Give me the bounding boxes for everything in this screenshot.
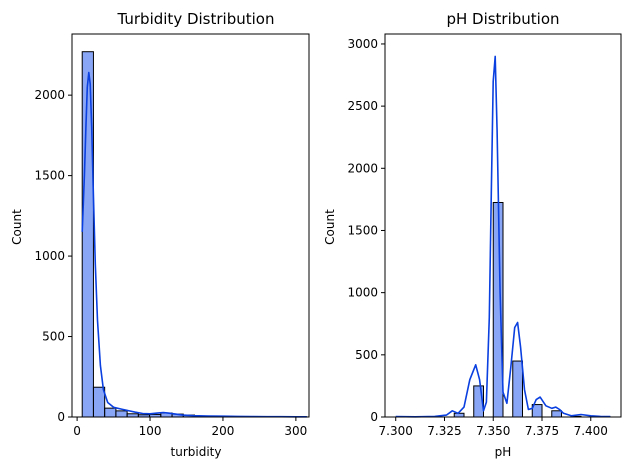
turbidity-x-axis-label: turbidity <box>171 445 222 459</box>
turbidity-y-tick-label: 1500 <box>34 169 65 183</box>
ph-y-axis-label: Count <box>323 209 337 245</box>
ph-plot-frame <box>384 33 622 418</box>
ph-histogram-bar <box>551 410 563 418</box>
ph-histogram-bar <box>492 201 504 418</box>
turbidity-y-tick-label: 0 <box>57 410 65 424</box>
turbidity-x-tick-label: 200 <box>211 424 234 438</box>
turbidity-x-tick-label: 100 <box>139 424 162 438</box>
turbidity-x-ticks: 0 100 200 300 <box>73 417 307 438</box>
ph-y-tick-label: 2000 <box>347 161 378 175</box>
ph-x-tick-label: 7.400 <box>574 424 608 438</box>
ph-y-tick-label: 1500 <box>347 223 378 237</box>
turbidity-subplot: Turbidity Distribution turbidity Count 0… <box>10 10 310 459</box>
ph-y-tick-label: 500 <box>355 348 378 362</box>
ph-y-tick-label: 3000 <box>347 37 378 51</box>
ph-y-tick-label: 0 <box>370 410 378 424</box>
turbidity-y-tick-label: 2000 <box>34 88 65 102</box>
turbidity-histogram-bar <box>115 410 128 418</box>
turbidity-x-tick-label: 0 <box>73 424 81 438</box>
turbidity-kde-line <box>81 71 307 418</box>
ph-x-tick-label: 7.350 <box>476 424 510 438</box>
ph-y-tick-label: 2500 <box>347 99 378 113</box>
turbidity-x-tick-label: 300 <box>284 424 307 438</box>
ph-x-tick-label: 7.375 <box>525 424 559 438</box>
turbidity-plot-frame <box>71 33 310 418</box>
turbidity-histogram-bar <box>104 407 117 418</box>
turbidity-chart-title: Turbidity Distribution <box>117 10 275 28</box>
ph-subplot: pH Distribution pH Count 7.300 7.325 7.350… <box>323 10 622 459</box>
ph-x-ticks: 7.300 7.325 7.350 7.375 7.400 <box>379 417 608 438</box>
ph-y-ticks: 0 500 1000 1500 2000 2500 3000 <box>347 37 385 424</box>
turbidity-histogram-bar <box>92 386 106 418</box>
ph-kde <box>395 55 611 418</box>
ph-kde-line <box>395 55 611 418</box>
turbidity-y-tick-label: 500 <box>42 330 65 344</box>
ph-histogram-bar <box>453 412 465 418</box>
ph-histogram-bar <box>512 360 524 418</box>
ph-x-tick-label: 7.300 <box>379 424 413 438</box>
turbidity-y-tick-label: 1000 <box>34 249 65 263</box>
turbidity-bars <box>81 51 308 418</box>
ph-x-tick-label: 7.325 <box>427 424 461 438</box>
ph-bars <box>453 201 611 418</box>
ph-chart-title: pH Distribution <box>446 10 559 28</box>
ph-x-axis-label: pH <box>495 445 512 459</box>
turbidity-kde <box>81 71 307 418</box>
turbidity-y-axis-label: Count <box>10 209 24 245</box>
turbidity-y-ticks: 0 500 1000 1500 2000 <box>34 88 72 424</box>
ph-y-tick-label: 1000 <box>347 286 378 300</box>
